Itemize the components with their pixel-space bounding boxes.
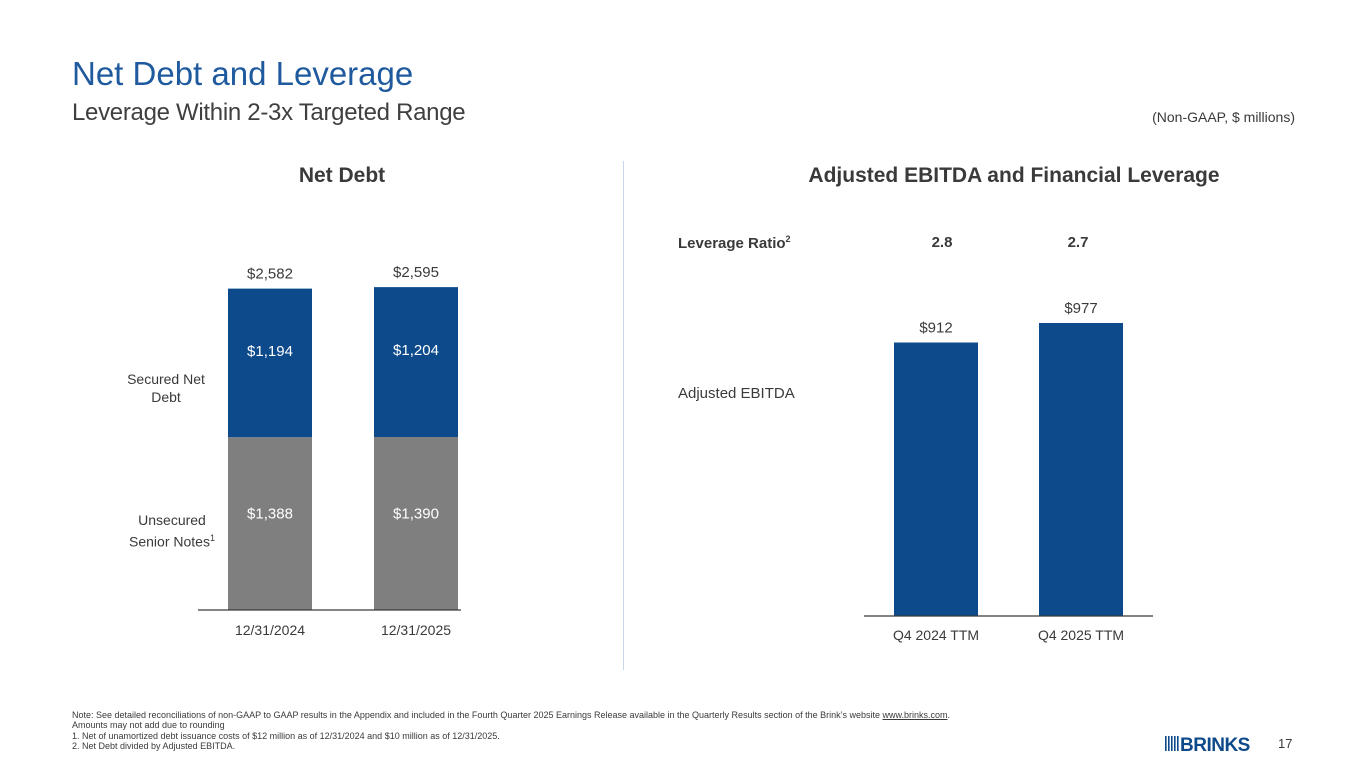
- secured-value-2025: $1,204: [393, 342, 439, 359]
- unsecured-bar-2024: [228, 437, 312, 610]
- x-tick-q4-2025: Q4 2025 TTM: [1038, 627, 1124, 643]
- x-tick-q4-2024: Q4 2024 TTM: [893, 627, 979, 643]
- footnote-2: 2. Net Debt divided by Adjusted EBITDA.: [72, 740, 236, 751]
- ebitda-chart-title: Adjusted EBITDA and Financial Leverage: [808, 164, 1220, 187]
- unsecured-value-2024: $1,388: [247, 506, 293, 523]
- ebitda-bar-2025: [1039, 323, 1123, 616]
- net-debt-chart: $2,582 $2,595 $1,194 $1,204 $1,388 $1,39…: [198, 264, 461, 638]
- footnote-note: Note: See detailed reconciliations of no…: [72, 710, 950, 720]
- ebitda-value-2025: $977: [1064, 300, 1097, 317]
- page-title: Net Debt and Leverage: [72, 55, 414, 92]
- total-label-2024: $2,582: [247, 266, 293, 283]
- secured-value-2024: $1,194: [247, 343, 293, 360]
- footnote-1-mark: 1: [209, 533, 215, 543]
- x-tick-2024: 12/31/2024: [235, 622, 305, 638]
- secured-bar-2025: [374, 287, 458, 437]
- units-note: (Non-GAAP, $ millions): [1152, 109, 1295, 125]
- logo-wordmark: BRINKS: [1180, 735, 1250, 753]
- panel-divider: [623, 161, 624, 670]
- net-debt-chart-title: Net Debt: [298, 164, 386, 187]
- page-subtitle: Leverage Within 2-3x Targeted Range: [72, 99, 466, 126]
- unsecured-bar-2025: [374, 436, 458, 610]
- page-number: 17: [1278, 736, 1293, 751]
- ebitda-chart: $912 $977 Q4 2024 TTM Q4 2025 TTM: [864, 300, 1153, 643]
- leverage-ratio-label: Leverage Ratio2: [678, 234, 791, 252]
- footnotes: Note: See detailed reconciliations of no…: [72, 710, 1172, 751]
- brinks-website-link[interactable]: www.brinks.com: [882, 710, 948, 720]
- adjusted-ebitda-label: Adjusted EBITDA: [678, 385, 795, 402]
- secured-net-debt-label: Secured Net Debt: [127, 371, 205, 405]
- ebitda-bar-2024: [894, 342, 978, 616]
- leverage-ratio-2024: 2.8: [931, 234, 953, 251]
- leverage-ratio-2025: 2.7: [1067, 234, 1089, 251]
- brinks-logo: BRINKS: [1165, 735, 1250, 753]
- ebitda-value-2024: $912: [919, 319, 952, 336]
- footnote-1: 1. Net of unamortized debt issuance cost…: [72, 730, 500, 741]
- unsecured-value-2025: $1,390: [393, 505, 439, 522]
- unsecured-notes-label: Unsecured Senior Notes1: [129, 512, 215, 550]
- footnote-2-mark: 2: [785, 234, 791, 244]
- x-tick-2025: 12/31/2025: [381, 622, 451, 638]
- footnote-rounding: Amounts may not add due to rounding: [72, 720, 225, 731]
- total-label-2025: $2,595: [393, 264, 439, 281]
- secured-bar-2024: [228, 288, 312, 438]
